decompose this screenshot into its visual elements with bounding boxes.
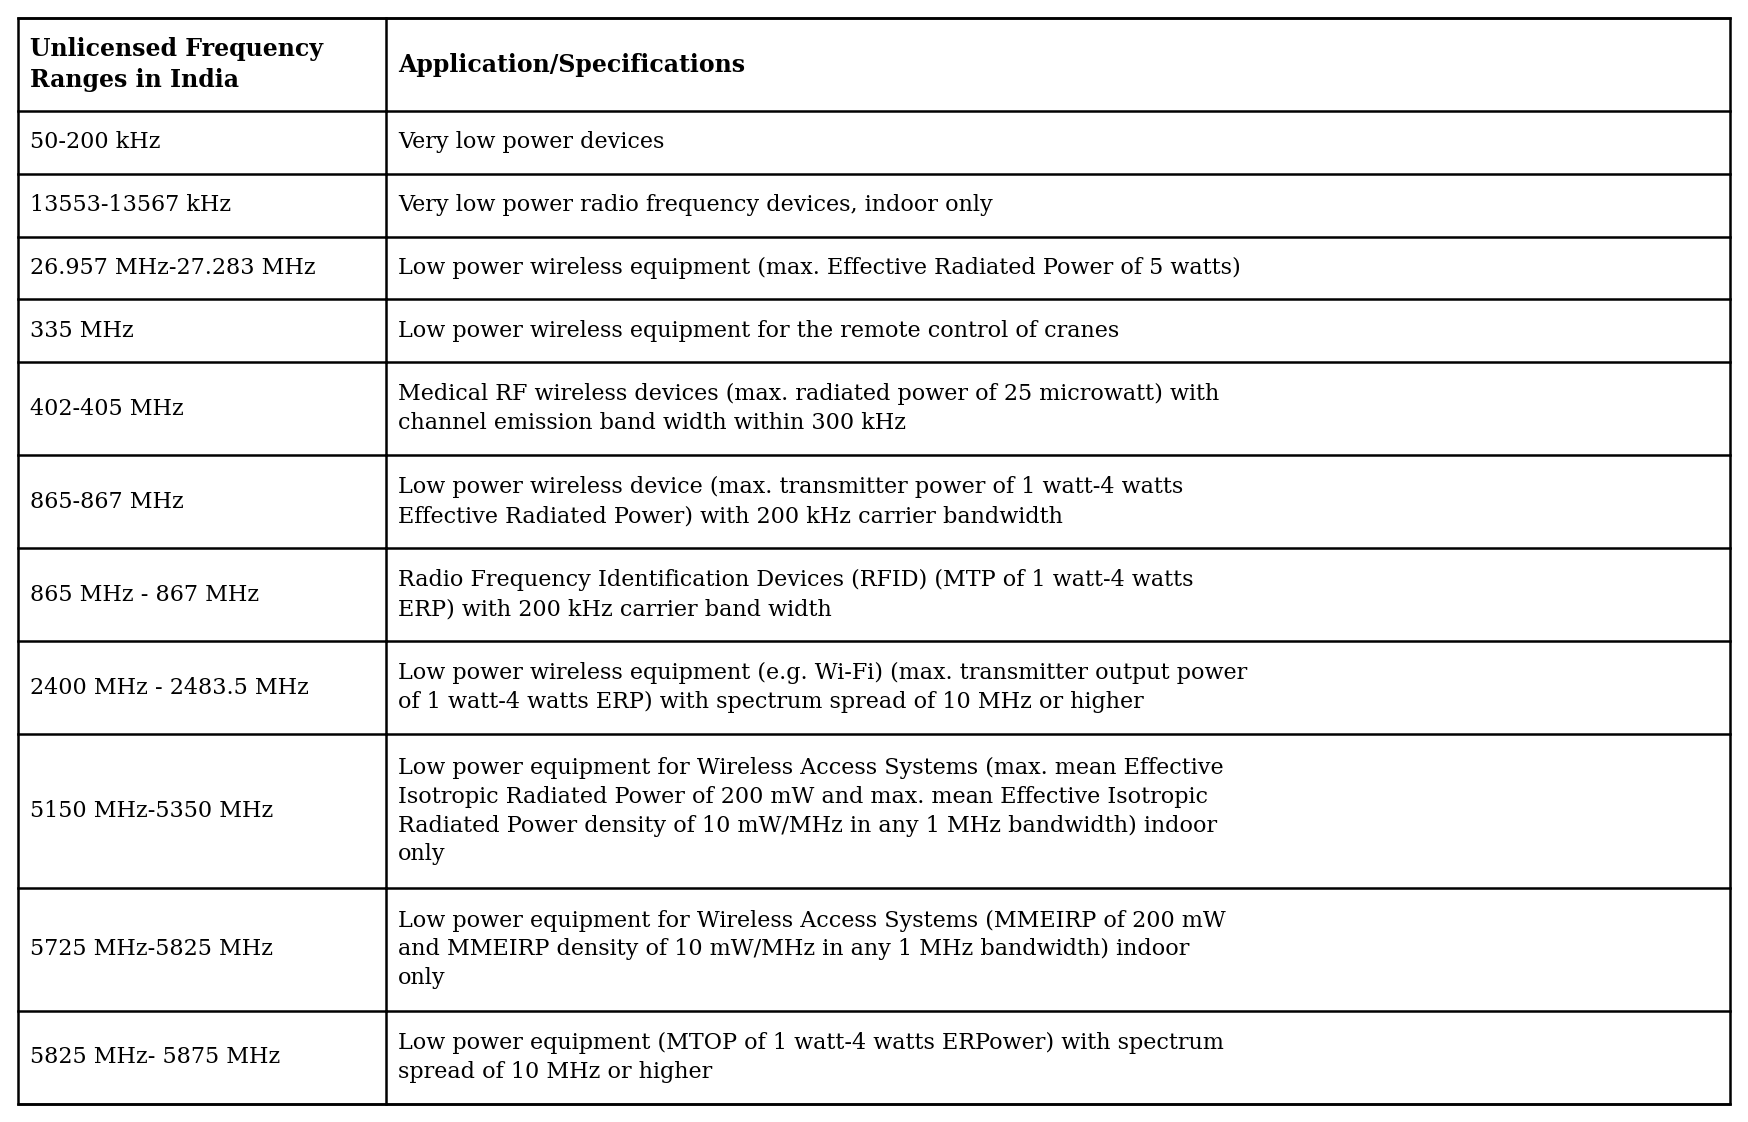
Text: Radio Frequency Identification Devices (RFID) (MTP of 1 watt-4 watts
ERP) with 2: Radio Frequency Identification Devices (… (399, 569, 1194, 620)
Text: 865-867 MHz: 865-867 MHz (30, 490, 184, 513)
Text: 335 MHz: 335 MHz (30, 320, 135, 342)
Text: Low power wireless device (max. transmitter power of 1 watt-4 watts
Effective Ra: Low power wireless device (max. transmit… (399, 476, 1183, 527)
Text: Low power wireless equipment (e.g. Wi-Fi) (max. transmitter output power
of 1 wa: Low power wireless equipment (e.g. Wi-Fi… (399, 662, 1248, 714)
Text: 865 MHz - 867 MHz: 865 MHz - 867 MHz (30, 583, 259, 606)
Text: 5150 MHz-5350 MHz: 5150 MHz-5350 MHz (30, 800, 273, 822)
Text: 13553-13567 kHz: 13553-13567 kHz (30, 194, 231, 217)
Text: Low power equipment for Wireless Access Systems (max. mean Effective
Isotropic R: Low power equipment for Wireless Access … (399, 756, 1224, 865)
Text: Low power equipment (MTOP of 1 watt-4 watts ERPower) with spectrum
spread of 10 : Low power equipment (MTOP of 1 watt-4 wa… (399, 1032, 1224, 1083)
Text: Application/Specifications: Application/Specifications (399, 53, 745, 76)
Text: 5725 MHz-5825 MHz: 5725 MHz-5825 MHz (30, 938, 273, 960)
Text: Low power wireless equipment for the remote control of cranes: Low power wireless equipment for the rem… (399, 320, 1119, 342)
Text: 2400 MHz - 2483.5 MHz: 2400 MHz - 2483.5 MHz (30, 677, 309, 699)
Text: 26.957 MHz-27.283 MHz: 26.957 MHz-27.283 MHz (30, 257, 316, 279)
Text: Unlicensed Frequency
Ranges in India: Unlicensed Frequency Ranges in India (30, 37, 323, 92)
Text: 5825 MHz- 5875 MHz: 5825 MHz- 5875 MHz (30, 1047, 280, 1068)
Text: Very low power radio frequency devices, indoor only: Very low power radio frequency devices, … (399, 194, 993, 217)
Text: 50-200 kHz: 50-200 kHz (30, 131, 161, 154)
Text: Very low power devices: Very low power devices (399, 131, 664, 154)
Text: Low power wireless equipment (max. Effective Radiated Power of 5 watts): Low power wireless equipment (max. Effec… (399, 257, 1241, 279)
Text: 402-405 MHz: 402-405 MHz (30, 397, 184, 420)
Text: Medical RF wireless devices (max. radiated power of 25 microwatt) with
channel e: Medical RF wireless devices (max. radiat… (399, 384, 1220, 434)
Text: Low power equipment for Wireless Access Systems (MMEIRP of 200 mW
and MMEIRP den: Low power equipment for Wireless Access … (399, 910, 1225, 990)
